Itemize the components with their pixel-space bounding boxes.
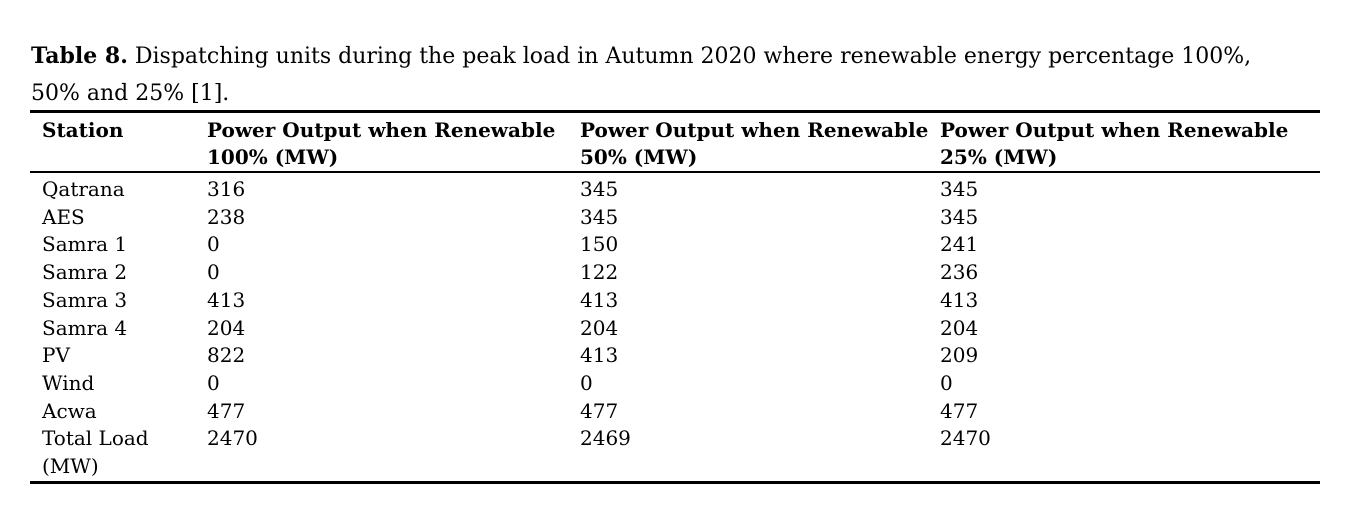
station-cell: Samra 4 [42, 315, 128, 340]
power-100-cell: 0 [207, 232, 220, 257]
power-25-cell: 477 [940, 398, 979, 423]
power-100-cell: 413 [207, 287, 246, 312]
power-100-cell: 316 [207, 177, 246, 201]
power-50-cell: 413 [580, 287, 619, 312]
power-25-cell: 236 [940, 260, 979, 285]
table-row: Samra 3 413 413 413 [30, 287, 1320, 315]
power-25-cell: 204 [940, 315, 979, 340]
table-row: Qatrana 316 345 345 [30, 172, 1320, 204]
power-100-cell: 2470 [207, 426, 258, 451]
station-cell: Acwa [42, 398, 97, 423]
dispatch-table: Station Power Output when Renewable 100%… [30, 110, 1320, 484]
power-100-cell: 822 [207, 343, 246, 368]
caption-label: Table 8. [31, 43, 128, 69]
power-50-cell: 413 [580, 343, 619, 368]
power-100-cell: 238 [207, 204, 246, 229]
table-row: AES 238 345 345 [30, 204, 1320, 232]
power-25-cell: 241 [940, 232, 979, 257]
power-25-cell: 345 [940, 204, 979, 229]
power-25-cell: 345 [940, 177, 979, 201]
table-row: Samra 1 0 150 241 [30, 231, 1320, 259]
power-50-cell: 204 [580, 315, 619, 340]
power-25-cell: 2470 [940, 426, 991, 451]
power-50-cell: 150 [580, 232, 619, 257]
station-cell: Qatrana [42, 177, 125, 201]
table-row: Acwa 477 477 477 [30, 398, 1320, 426]
power-50-cell: 122 [580, 260, 619, 285]
power-100-cell: 0 [207, 370, 220, 395]
power-25-cell: 209 [940, 343, 979, 368]
column-header-renewable-100: Power Output when Renewable 100% (MW) [207, 111, 580, 173]
table-row: Samra 4 204 204 204 [30, 315, 1320, 343]
table-row: PV 822 413 209 [30, 342, 1320, 370]
power-50-cell: 345 [580, 177, 619, 201]
table-caption: Table 8. Dispatching units during the pe… [31, 38, 1291, 112]
station-cell: Samra 1 [42, 232, 128, 257]
station-cell: Wind [42, 370, 95, 395]
station-cell: Total Load (MW) [42, 426, 149, 479]
power-100-cell: 0 [207, 260, 220, 285]
caption-text: Dispatching units during the peak load i… [31, 44, 1252, 106]
column-header-station: Station [30, 111, 207, 173]
table-row: Samra 2 0 122 236 [30, 259, 1320, 287]
power-50-cell: 477 [580, 398, 619, 423]
power-100-cell: 477 [207, 398, 246, 423]
power-50-cell: 345 [580, 204, 619, 229]
column-header-renewable-25: Power Output when Renewable 25% (MW) [940, 111, 1320, 173]
power-25-cell: 413 [940, 287, 979, 312]
power-100-cell: 204 [207, 315, 246, 340]
power-50-cell: 2469 [580, 426, 631, 451]
station-cell: AES [42, 204, 85, 229]
station-cell: PV [42, 343, 70, 368]
power-25-cell: 0 [940, 370, 953, 395]
table-row: Wind 0 0 0 [30, 370, 1320, 398]
column-header-renewable-50: Power Output when Renewable 50% (MW) [580, 111, 940, 173]
table-row: Total Load (MW) 2470 2469 2470 [30, 425, 1320, 482]
power-50-cell: 0 [580, 370, 593, 395]
header-row: Station Power Output when Renewable 100%… [30, 111, 1320, 173]
station-cell: Samra 3 [42, 287, 128, 312]
station-cell: Samra 2 [42, 260, 128, 285]
